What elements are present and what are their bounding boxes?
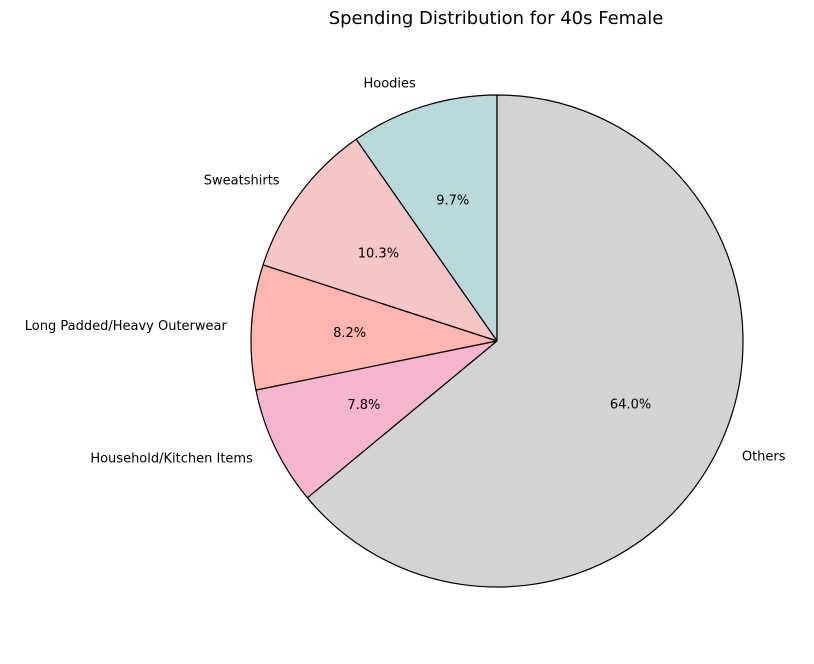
pie-slice-sweatshirts xyxy=(262,138,498,342)
pct-label-hoodies: 9.7% xyxy=(436,194,469,209)
pct-label-others: 64.0% xyxy=(610,397,651,412)
pct-label-household-kitchen-items: 7.8% xyxy=(347,398,380,413)
pie-slice-hoodies xyxy=(355,94,498,342)
category-label-household-kitchen-items: Household/Kitchen Items xyxy=(90,451,253,466)
category-label-hoodies: Hoodies xyxy=(363,76,416,91)
category-label-sweatshirts: Sweatshirts xyxy=(204,173,280,188)
pie-labels: 9.7% Hoodies 10.3% Sweatshirts 8.2% Long Padd… xyxy=(25,76,786,466)
pie-slices xyxy=(250,94,744,588)
category-label-long-padded-heavy-outerwear: Long Padded/Heavy Outerwear xyxy=(25,319,228,334)
pct-label-sweatshirts: 10.3% xyxy=(358,247,399,262)
category-label-others: Others xyxy=(742,450,786,465)
pie-slice-household-kitchen-items xyxy=(255,340,498,499)
pct-label-long-padded-heavy-outerwear: 8.2% xyxy=(333,326,366,341)
pie-slice-long-padded-heavy-outerwear xyxy=(250,264,498,391)
chart-title: Spending Distribution for 40s Female xyxy=(329,8,664,29)
pie-slice-others xyxy=(306,94,744,588)
